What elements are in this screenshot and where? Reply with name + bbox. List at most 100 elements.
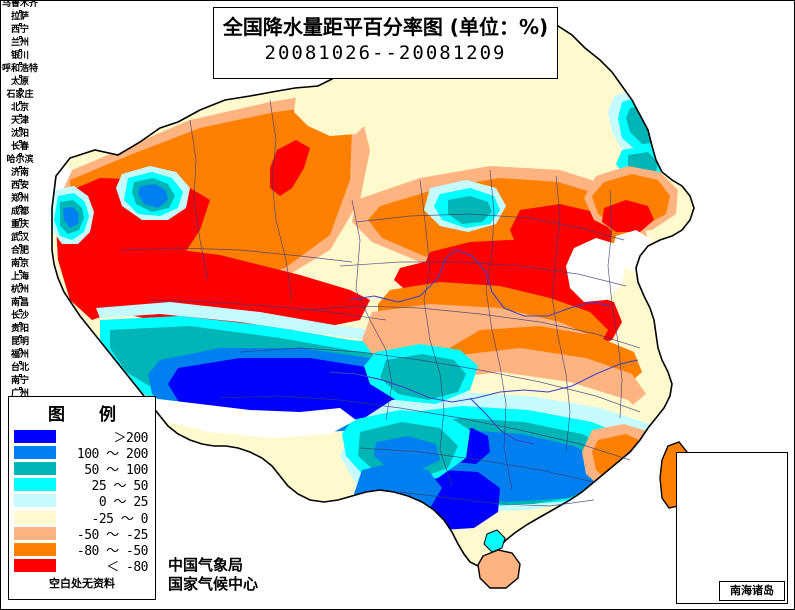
city-marker-dot <box>18 244 22 247</box>
city-label-沈阳: 沈阳 <box>0 130 40 143</box>
hainan-island <box>477 549 521 589</box>
legend-range-label: -80 ～ -50 <box>76 543 149 559</box>
city-marker-dot <box>18 296 22 299</box>
city-label-西安: 西安 <box>0 182 40 195</box>
city-name: 北京 <box>10 103 29 113</box>
city-label-杭州: 杭州 <box>0 286 40 299</box>
city-marker-dot <box>18 62 22 65</box>
city-name: 西宁 <box>10 25 29 35</box>
city-marker-dot <box>18 140 22 143</box>
legend-color-swatch <box>13 541 57 557</box>
legend-range-label: 25 ～ 50 <box>91 479 149 495</box>
city-label-南京: 南京 <box>0 260 40 273</box>
city-name: 长沙 <box>10 311 29 321</box>
agency-line-1: 中国气象局 <box>168 556 244 574</box>
city-label-重庆: 重庆 <box>0 221 40 234</box>
agency-line-2: 国家气候中心 <box>168 575 259 593</box>
city-marker-dot <box>18 257 22 260</box>
city-marker-dot <box>18 75 22 78</box>
city-label-哈尔滨: 哈尔滨 <box>0 156 40 169</box>
legend-color-swatch <box>13 428 57 444</box>
province-boundaries <box>119 99 641 507</box>
city-marker-dot <box>18 205 22 208</box>
city-label-台北: 台北 <box>0 364 40 377</box>
city-name: 哈尔滨 <box>6 155 34 165</box>
legend-range-label: -50 ～ -25 <box>76 527 149 543</box>
city-marker-dot <box>18 374 22 377</box>
legend-no-data-note: 空白处无资料 <box>49 576 115 590</box>
city-marker-dot <box>18 114 22 117</box>
city-marker-dot <box>18 36 22 39</box>
city-name: 银川 <box>10 51 29 61</box>
city-name: 太原 <box>10 77 29 87</box>
city-name: 台北 <box>10 363 29 373</box>
city-name: 武汉 <box>10 233 29 243</box>
city-label-太原: 太原 <box>0 78 40 91</box>
legend-color-swatch <box>13 493 57 509</box>
city-label-长沙: 长沙 <box>0 312 40 325</box>
legend-row: 50 ～ 100 <box>9 460 155 478</box>
city-name: 杭州 <box>10 285 29 295</box>
legend-range-label: 0 ～ 25 <box>98 495 149 511</box>
city-label-银川: 银川 <box>0 52 40 65</box>
city-name: 成都 <box>10 207 29 217</box>
city-marker-dot <box>18 179 22 182</box>
city-label-南昌: 南昌 <box>0 299 40 312</box>
city-label-成都: 成都 <box>0 208 40 221</box>
city-marker-dot <box>18 127 22 130</box>
city-name: 长春 <box>10 142 29 152</box>
legend-color-swatch <box>13 509 57 525</box>
city-label-北京: 北京 <box>0 104 40 117</box>
city-marker-dot <box>18 218 22 221</box>
city-label-长春: 长春 <box>0 143 40 156</box>
city-label-上海: 上海 <box>0 273 40 286</box>
city-label-西宁: 西宁 <box>0 26 40 39</box>
legend-color-swatch <box>13 525 57 541</box>
city-name: 呼和浩特 <box>1 64 38 74</box>
city-name: 石家庄 <box>6 90 34 100</box>
city-label-合肥: 合肥 <box>0 247 40 260</box>
city-marker-dot <box>18 335 22 338</box>
city-name: 合肥 <box>10 246 29 256</box>
city-label-石家庄: 石家庄 <box>0 91 40 104</box>
legend-row: -80 ～ -50 <box>9 541 155 559</box>
legend-color-swatch <box>13 460 57 476</box>
city-label-天津: 天津 <box>0 117 40 130</box>
legend-color-swatch <box>13 558 57 574</box>
city-marker-dot <box>18 10 22 13</box>
agency-credit: 中国气象局 国家气候中心 <box>168 556 258 594</box>
city-name: 郑州 <box>10 194 29 204</box>
legend-title: 图 例 <box>48 405 130 425</box>
city-label-武汉: 武汉 <box>0 234 40 247</box>
south-china-sea-inset: 南海诸岛 <box>676 452 788 604</box>
legend-range-label: ＞200 <box>113 430 149 446</box>
city-name: 广州 <box>10 389 29 399</box>
city-name: 天津 <box>10 116 29 126</box>
city-marker-dot <box>18 49 22 52</box>
map-title: 全国降水量距平百分率图 (单位：%) <box>222 15 549 39</box>
city-label-兰州: 兰州 <box>0 39 40 52</box>
city-marker-dot <box>18 361 22 364</box>
leizhou-peninsula <box>483 529 506 553</box>
legend-row: ＞200 <box>9 428 155 446</box>
city-label-南宁: 南宁 <box>0 377 40 390</box>
city-name: 拉萨 <box>10 12 29 22</box>
city-marker-dot <box>18 192 22 195</box>
city-name: 昆明 <box>10 337 29 347</box>
legend-range-label: 100 ～ 200 <box>76 446 149 462</box>
legend-range-label: 50 ～ 100 <box>84 462 148 478</box>
city-marker-dot <box>18 348 22 351</box>
city-name: 南昌 <box>10 298 29 308</box>
legend-row: -50 ～ -25 <box>9 525 155 543</box>
legend-row: 100 ～ 200 <box>9 444 155 462</box>
legend-row: 25 ～ 50 <box>9 477 155 495</box>
city-name: 西安 <box>10 181 29 191</box>
city-name: 重庆 <box>10 220 29 230</box>
city-label-福州: 福州 <box>0 351 40 364</box>
city-label-呼和浩特: 呼和浩特 <box>0 65 40 78</box>
legend-row: ＜ -80 <box>9 558 155 575</box>
map-title-box: 全国降水量距平百分率图 (单位：%) 20081026--20081209 <box>213 7 558 79</box>
city-name: 南宁 <box>10 376 29 386</box>
legend-color-swatch <box>13 444 57 460</box>
